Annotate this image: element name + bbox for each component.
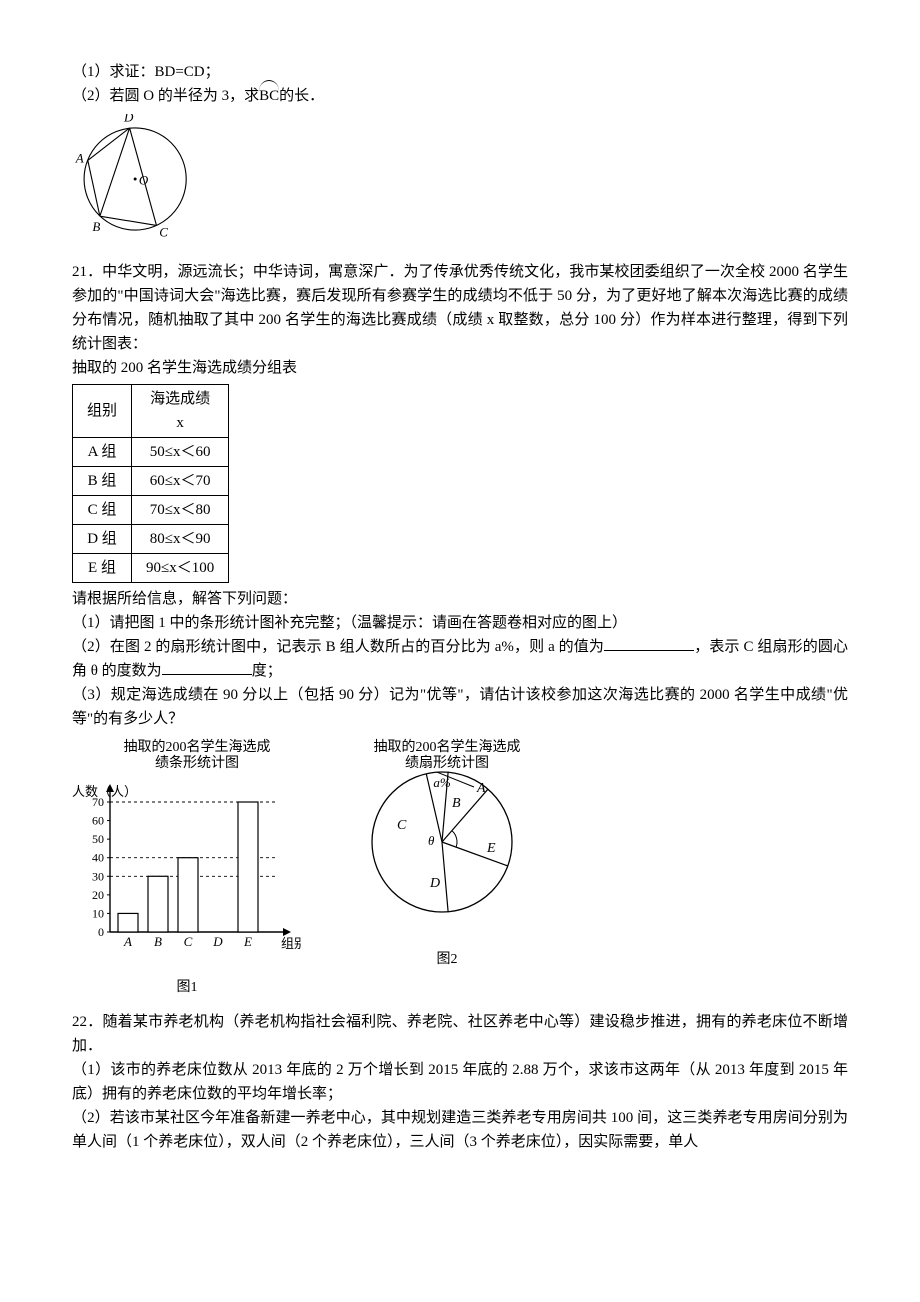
q21-p2: （2）在图 2 的扇形统计图中，记表示 B 组人数所占的百分比为 a%，则 a … (72, 635, 848, 683)
q21-p2a: （2）在图 2 的扇形统计图中，记表示 B 组人数所占的百分比为 a%，则 a … (72, 639, 604, 655)
svg-text:O: O (139, 173, 149, 188)
q21-after-table: 请根据所给信息，解答下列问题： (72, 587, 848, 611)
bar-caption: 图1 (72, 977, 302, 999)
q22-p2: （2）若该市某社区今年准备新建一养老中心，其中规划建造三类养老专用房间共 100… (72, 1106, 848, 1154)
svg-text:C: C (184, 934, 193, 949)
pie-caption: 图2 (342, 949, 552, 971)
q21-intro: 21．中华文明，源远流长；中华诗词，寓意深广．为了传承优秀传统文化，我市某校团委… (72, 260, 848, 356)
svg-text:a%: a% (433, 775, 451, 790)
table-row: E 组90≤x＜100 (73, 554, 229, 583)
svg-text:B: B (452, 796, 461, 811)
bar-chart-box: 抽取的200名学生海选成绩条形统计图人数（人） 0 10 20 30 40 50 60 70 A B… (72, 737, 302, 1000)
svg-text:E: E (486, 841, 496, 856)
blank-a (604, 635, 694, 651)
svg-text:D: D (429, 876, 440, 891)
q21-figures-row: 抽取的200名学生海选成绩条形统计图人数（人）010203040506070AB… (72, 737, 848, 1000)
table-header: 组别 (73, 385, 132, 438)
q21-p1: （1）请把图 1 中的条形统计图补充完整；（温馨提示：请画在答题卷相对应的图上） (72, 611, 848, 635)
svg-text:20: 20 (92, 888, 104, 902)
svg-text:A: A (123, 934, 132, 949)
q20-part2-a: （2）若圆 O 的半径为 3，求 (72, 88, 259, 104)
svg-text:人数（人）: 人数（人） (72, 784, 137, 799)
table-row: A 组50≤x＜60 (73, 438, 229, 467)
svg-text:A: A (476, 781, 486, 796)
table-row: B 组60≤x＜70 (73, 467, 229, 496)
table-row: C 组70≤x＜80 (73, 496, 229, 525)
svg-text:D: D (123, 114, 134, 124)
svg-text:A: A (75, 150, 84, 165)
q21-table-title: 抽取的 200 名学生海选成绩分组表 (72, 356, 848, 380)
svg-text:B: B (92, 219, 100, 234)
svg-text:绩扇形统计图: 绩扇形统计图 (405, 755, 489, 771)
q20-part2-b: 的长． (279, 88, 324, 104)
svg-text:组别: 组别 (281, 936, 302, 951)
svg-text:0: 0 (98, 925, 104, 939)
q21-group-table: 组别海选成绩xA 组50≤x＜60B 组60≤x＜70C 组70≤x＜80D 组… (72, 384, 229, 583)
q22-number: 22． (72, 1014, 102, 1030)
svg-text:抽取的200名学生海选成: 抽取的200名学生海选成 (374, 739, 521, 755)
table-row: D 组80≤x＜90 (73, 525, 229, 554)
svg-text:10: 10 (92, 906, 104, 920)
blank-theta (162, 659, 252, 675)
q20-circle-figure: A B C D O (72, 114, 848, 252)
q20-part1: （1）求证：BD=CD； (72, 60, 848, 84)
q21-p3: （3）规定海选成绩在 90 分以上（包括 90 分）记为"优等"，请估计该校参加… (72, 683, 848, 731)
svg-text:70: 70 (92, 795, 104, 809)
svg-text:θ: θ (428, 833, 435, 848)
svg-text:40: 40 (92, 851, 104, 865)
q21-number: 21． (72, 264, 102, 280)
table-header: 海选成绩x (132, 385, 229, 438)
svg-text:C: C (397, 818, 407, 833)
svg-text:绩条形统计图: 绩条形统计图 (155, 754, 239, 771)
q21-intro-text: 中华文明，源远流长；中华诗词，寓意深广．为了传承优秀传统文化，我市某校团委组织了… (72, 264, 848, 352)
arc-bc: BC (259, 84, 279, 108)
q21-p2c: 度； (252, 663, 282, 679)
svg-text:C: C (159, 225, 168, 240)
svg-text:60: 60 (92, 814, 104, 828)
pie-chart-box: 抽取的200名学生海选成绩扇形统计图 AB C D Ea% θ 图2 (342, 737, 552, 972)
q22-intro: 22．随着某市养老机构（养老机构指社会福利院、养老院、社区养老中心等）建设稳步推… (72, 1010, 848, 1058)
svg-text:D: D (212, 934, 223, 949)
q22-p1: （1）该市的养老床位数从 2013 年底的 2 万个增长到 2015 年底的 2… (72, 1058, 848, 1106)
q20-part2: （2）若圆 O 的半径为 3，求BC的长． (72, 84, 848, 108)
svg-text:30: 30 (92, 869, 104, 883)
q22-intro-text: 随着某市养老机构（养老机构指社会福利院、养老院、社区养老中心等）建设稳步推进，拥… (72, 1014, 848, 1054)
svg-text:50: 50 (92, 832, 104, 846)
svg-text:E: E (243, 934, 252, 949)
svg-text:B: B (154, 934, 162, 949)
svg-text:抽取的200名学生海选成: 抽取的200名学生海选成 (124, 739, 271, 755)
